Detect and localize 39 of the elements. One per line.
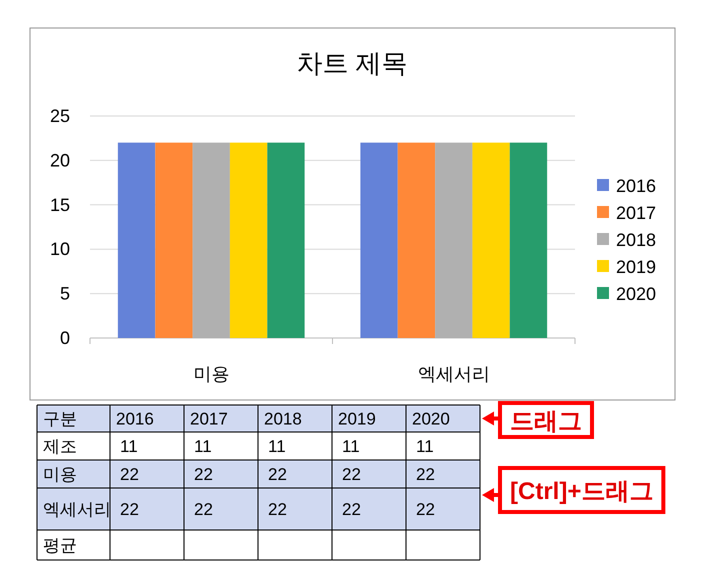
data-label: 11: [120, 437, 138, 456]
y-tick-label: 15: [50, 194, 70, 215]
data-label: 22: [268, 465, 287, 484]
text: 드래그: [510, 408, 582, 435]
y-tick-label: 제조: [43, 437, 77, 456]
y-tick-label: 0: [60, 328, 70, 348]
y-tick-label: 미용: [43, 465, 77, 484]
y-tick-label: 20: [50, 150, 70, 170]
chart-title: 차트 제목: [296, 48, 408, 78]
data-label: 11: [268, 437, 286, 456]
x-tick-label: 2019: [338, 410, 376, 428]
data-label: 22: [120, 500, 139, 519]
data-label: 22: [342, 465, 361, 484]
y-tick-label: 엑세서리: [43, 500, 111, 519]
y-tick-label: 10: [50, 239, 70, 260]
legend-label: 2020: [616, 284, 656, 304]
data-label: 22: [194, 500, 213, 519]
y-tick-label: 25: [50, 106, 70, 126]
x-tick-label: 2018: [264, 410, 302, 428]
data-label: 22: [268, 500, 287, 519]
y-tick-label: 5: [60, 284, 70, 304]
x-tick-label: 2017: [190, 410, 228, 428]
legend-label: 2019: [616, 257, 656, 277]
x-tick-label: 2016: [116, 410, 154, 428]
y-tick-label: 평균: [43, 536, 77, 555]
data-label: 22: [416, 500, 435, 519]
data-label: 11: [342, 437, 360, 456]
data-label: 22: [416, 465, 435, 484]
chart-title: 구분: [43, 410, 77, 428]
legend-label: 2017: [616, 203, 656, 223]
legend-label: 2018: [616, 230, 656, 250]
text: [Ctrl]+드래그: [510, 478, 654, 505]
data-label: 22: [120, 465, 139, 484]
x-tick-label: 2020: [412, 410, 450, 428]
data-label: 11: [416, 437, 434, 456]
data-label: 11: [194, 437, 212, 456]
legend-label: 2016: [616, 176, 656, 196]
data-label: 22: [194, 465, 213, 484]
data-label: 22: [342, 500, 361, 519]
